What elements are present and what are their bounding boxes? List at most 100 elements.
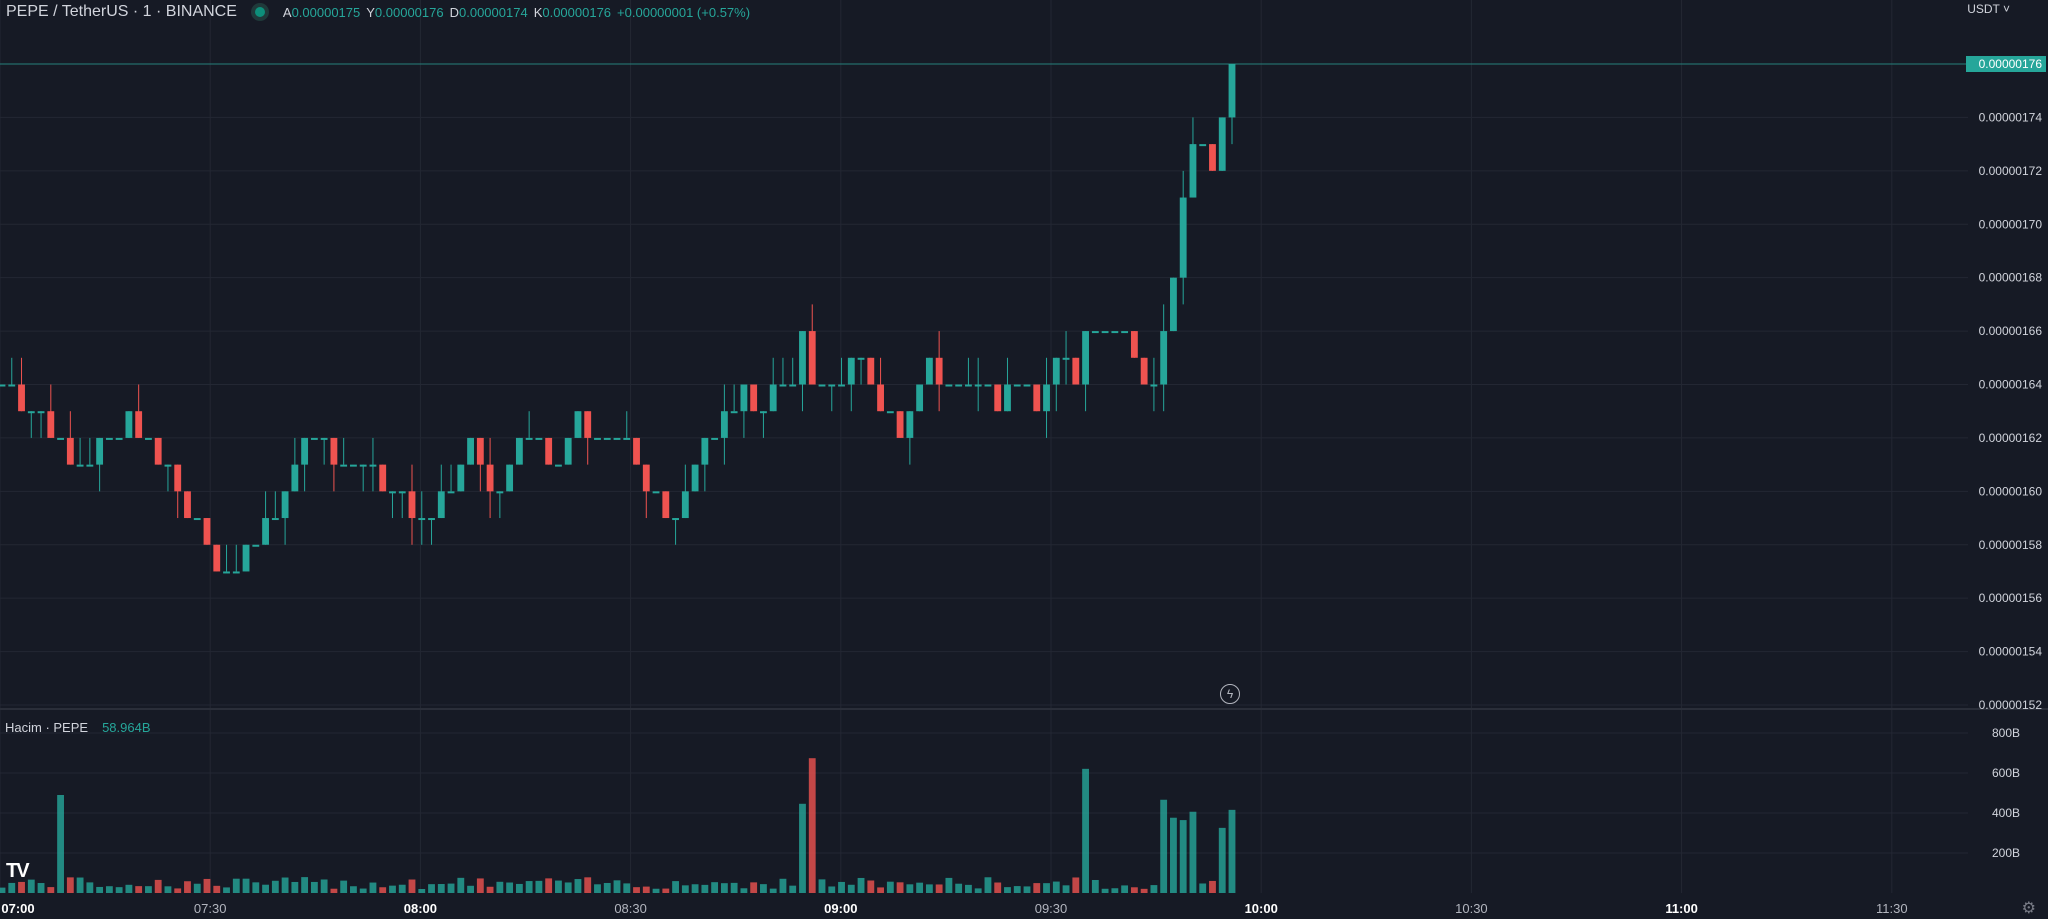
price-axis-label: 0.00000158 <box>1979 538 2043 552</box>
gear-icon[interactable]: ⚙ <box>2021 900 2036 917</box>
candle-body <box>174 464 182 492</box>
volume-bar <box>662 888 670 893</box>
volume-bar <box>223 887 230 893</box>
time-axis-label: 11:30 <box>1876 901 1908 916</box>
volume-bar <box>847 884 855 893</box>
market-status-icon[interactable] <box>254 7 265 17</box>
candle-body <box>398 491 406 494</box>
candle-body <box>984 384 992 387</box>
candle-body <box>779 384 787 387</box>
candle-body <box>594 437 601 440</box>
volume-bar <box>193 883 201 893</box>
volume-legend[interactable]: Hacim · PEPE 58.964B <box>5 720 151 735</box>
volume-bar <box>184 881 191 893</box>
candle-body <box>730 411 738 414</box>
candle-body <box>291 464 299 492</box>
candle-body <box>1004 384 1011 412</box>
candle-body <box>301 437 309 465</box>
volume-bar <box>877 887 884 893</box>
candle-body <box>603 437 611 440</box>
candle-body <box>379 464 387 492</box>
candle-body <box>545 437 553 465</box>
candle-body <box>623 437 631 440</box>
volume-bar <box>145 886 152 893</box>
volume-bar <box>96 886 104 893</box>
candle-body <box>193 518 201 521</box>
volume-bar <box>1091 879 1099 893</box>
volume-bar <box>603 882 611 893</box>
candle-body <box>896 411 904 438</box>
ohlc-key-low: D <box>449 4 459 20</box>
volume-bar <box>720 883 728 893</box>
volume-bar <box>506 882 514 893</box>
volume-bar <box>1199 883 1207 893</box>
volume-bar <box>457 877 465 893</box>
candle-body <box>252 544 260 547</box>
time-axis-label: 10:00 <box>1245 901 1278 916</box>
volume-bar <box>994 882 1002 893</box>
volume-bar <box>808 758 816 893</box>
volume-bar <box>66 877 74 893</box>
volume-bar <box>340 880 348 893</box>
candle-body <box>662 491 670 519</box>
candle-body <box>1043 384 1050 412</box>
candle-body <box>564 437 572 465</box>
candle-body <box>1150 384 1158 387</box>
volume-bar <box>799 803 806 893</box>
candle-body <box>525 437 533 440</box>
volume-bar <box>1189 811 1197 893</box>
volume-label: Hacim · PEPE <box>5 720 89 735</box>
candle-body <box>0 384 6 387</box>
candle-body <box>1033 384 1041 412</box>
candle-body <box>574 411 582 438</box>
volume-bar <box>769 888 777 893</box>
candle-body <box>232 571 240 574</box>
volume-axis-label: 800B <box>1992 726 2020 740</box>
time-axis-label: 09:30 <box>1035 901 1068 916</box>
volume-bar <box>37 883 45 893</box>
volume-bar <box>1072 877 1080 893</box>
volume-bar <box>105 886 113 893</box>
volume-bar <box>320 879 328 893</box>
volume-bar <box>125 884 133 893</box>
volume-bar <box>0 887 6 893</box>
volume-bar <box>1130 887 1138 893</box>
candle-body <box>584 411 592 438</box>
candle-body <box>125 411 133 438</box>
lightning-icon[interactable]: ϟ <box>1220 684 1240 704</box>
candle-body <box>760 411 767 414</box>
candle-body <box>135 411 143 438</box>
candle-body <box>1199 144 1207 147</box>
candle-body <box>96 437 104 465</box>
candle-body <box>476 437 484 465</box>
candle-body <box>965 384 972 387</box>
volume-bar <box>1170 817 1177 893</box>
volume-bar <box>574 879 582 893</box>
volume-bar <box>27 879 35 893</box>
volume-bar <box>935 884 943 893</box>
candle-body <box>720 411 728 438</box>
time-axis-label: 08:30 <box>614 901 647 916</box>
candle-body <box>27 411 35 414</box>
candle-body <box>701 437 709 465</box>
time-axis-label: 07:30 <box>194 901 227 916</box>
currency-selector[interactable]: USDT ˅ <box>1967 2 2010 16</box>
tradingview-logo-icon[interactable]: TV <box>6 860 30 882</box>
volume-bar <box>525 881 533 893</box>
price-axis-label: 0.00000168 <box>1979 271 2043 285</box>
symbol-title[interactable]: PEPE / TetherUS · 1 · BINANCE <box>6 3 237 20</box>
candle-body <box>408 491 416 519</box>
candle-body <box>769 384 777 412</box>
volume-bar <box>271 880 279 893</box>
candle-body <box>164 464 172 467</box>
volume-bar <box>486 886 494 893</box>
candle-body <box>974 384 982 387</box>
candle-body <box>1160 331 1168 385</box>
volume-bar <box>8 882 16 893</box>
candle-body <box>115 437 123 440</box>
volume-bar <box>281 877 289 893</box>
volume-bar <box>467 885 474 893</box>
volume-bar <box>584 877 592 893</box>
volume-bar <box>681 885 689 893</box>
